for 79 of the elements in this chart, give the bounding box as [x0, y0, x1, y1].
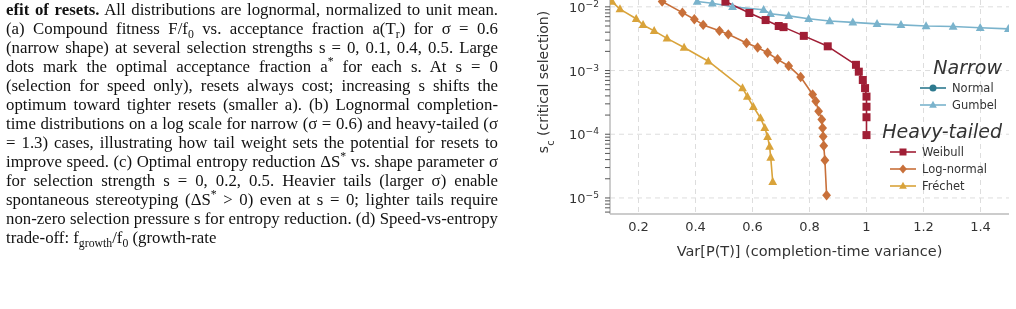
- point: [766, 152, 776, 161]
- point: [662, 33, 672, 42]
- point: [820, 155, 830, 166]
- x-axis-title: Var[P(T)] (completion-time variance): [676, 243, 943, 259]
- point: [742, 91, 752, 100]
- point: [819, 140, 829, 151]
- point: [768, 176, 778, 185]
- point: [862, 102, 871, 111]
- point: [814, 106, 824, 117]
- point: [784, 60, 794, 72]
- point: [862, 131, 871, 140]
- point: [677, 7, 687, 18]
- point: [854, 67, 863, 76]
- point: [615, 4, 625, 13]
- point: [715, 25, 724, 37]
- legend-label: Gumbel: [952, 97, 998, 112]
- legend-label: Normal: [952, 80, 995, 95]
- point: [921, 21, 931, 30]
- point: [804, 13, 814, 22]
- point: [862, 92, 871, 101]
- point: [753, 42, 763, 53]
- point: [763, 47, 773, 58]
- point: [822, 190, 831, 201]
- point: [825, 16, 835, 25]
- point: [756, 113, 765, 122]
- point: [817, 114, 827, 125]
- point: [779, 23, 788, 32]
- annotation: Narrow: [932, 55, 1002, 79]
- x-tick-label: 1.4: [970, 219, 991, 235]
- point: [707, 0, 717, 7]
- point: [698, 19, 708, 31]
- x-tick-label: 1: [862, 219, 871, 235]
- point: [796, 71, 806, 83]
- x-tick-label: 0.2: [628, 219, 649, 235]
- legend-label: Fréchet: [922, 178, 965, 193]
- point: [773, 54, 782, 65]
- point: [723, 29, 733, 40]
- point: [858, 76, 867, 85]
- point: [784, 11, 794, 20]
- point: [745, 9, 754, 17]
- x-tick-label: 1.2: [913, 219, 934, 235]
- point: [818, 122, 828, 134]
- x-tick-label: 0.4: [685, 219, 706, 235]
- point: [823, 42, 832, 51]
- point: [679, 42, 689, 51]
- point: [761, 16, 770, 25]
- point: [759, 4, 769, 13]
- point: [689, 13, 699, 25]
- legend-label: Weibull: [922, 144, 964, 159]
- point: [748, 101, 758, 110]
- legend-label: Log-normal: [922, 161, 987, 176]
- point: [872, 19, 882, 28]
- point: [896, 20, 906, 29]
- y-tick-label: 10$^{−2}$: [569, 0, 599, 15]
- point: [763, 132, 773, 141]
- point: [948, 21, 958, 30]
- y-tick-label: 10$^{−3}$: [569, 62, 600, 79]
- annotation: Heavy-tailed: [881, 119, 1002, 143]
- y-tick-label: 10$^{−5}$: [569, 189, 599, 206]
- point: [862, 113, 871, 122]
- point: [808, 89, 818, 100]
- point: [631, 13, 641, 22]
- point: [728, 2, 737, 11]
- point: [811, 96, 821, 107]
- point: [742, 37, 751, 49]
- point: [765, 141, 774, 150]
- point: [818, 131, 828, 142]
- point: [851, 60, 860, 69]
- point: [861, 84, 870, 93]
- point: [975, 22, 985, 31]
- y-tick-label: 10$^{−4}$: [569, 126, 600, 143]
- point: [799, 31, 808, 40]
- x-tick-label: 0.6: [742, 219, 763, 235]
- point: [638, 20, 648, 29]
- point: [649, 26, 659, 35]
- point: [848, 17, 858, 26]
- x-tick-label: 0.8: [799, 219, 820, 235]
- point: [738, 83, 747, 92]
- point: [760, 123, 770, 132]
